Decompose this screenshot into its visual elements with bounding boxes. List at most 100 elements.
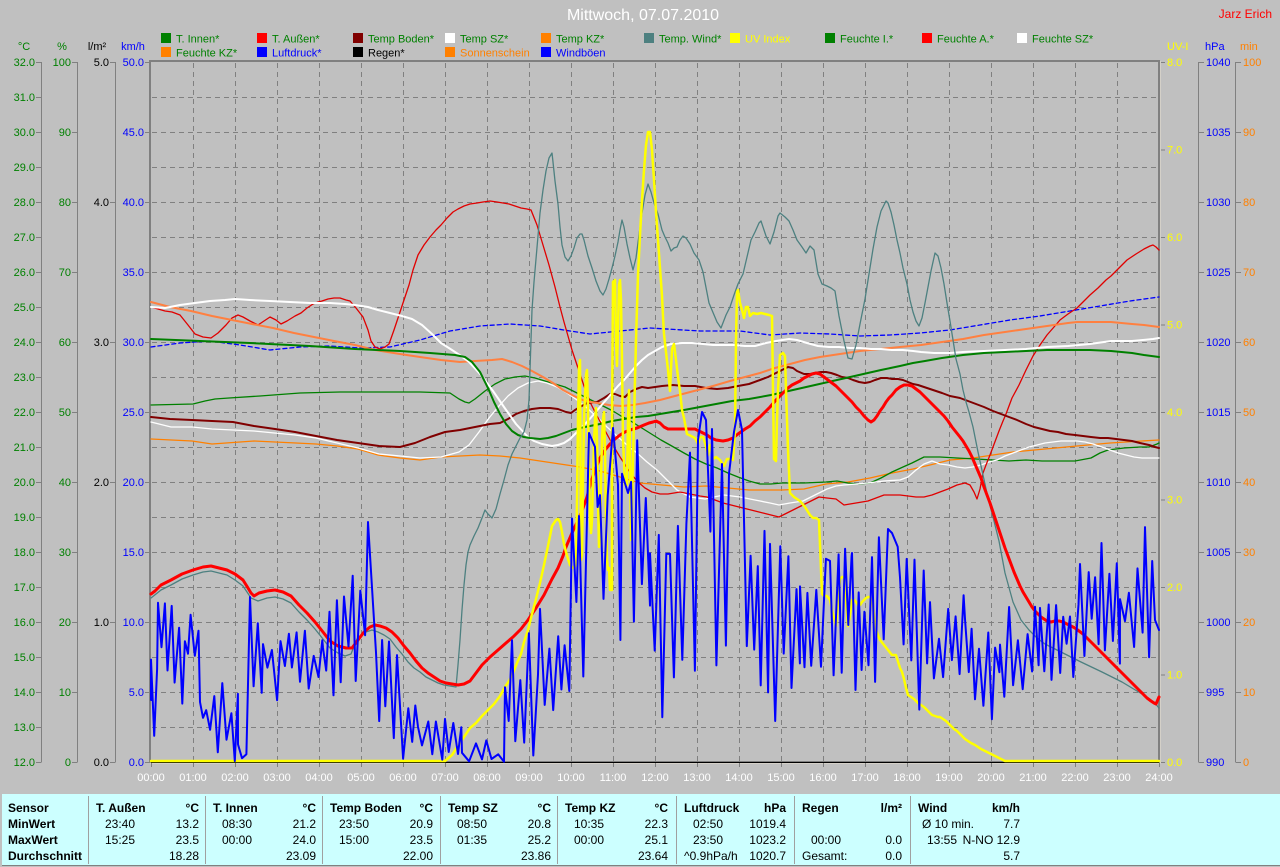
svg-text:1015: 1015 xyxy=(1206,407,1230,419)
svg-text:l/m²: l/m² xyxy=(88,41,107,53)
svg-text:Mittwoch, 07.07.2010: Mittwoch, 07.07.2010 xyxy=(567,7,719,24)
svg-text:1040: 1040 xyxy=(1206,57,1230,69)
svg-text:50: 50 xyxy=(59,407,71,419)
svg-text:Temp Boden: Temp Boden xyxy=(330,801,402,815)
svg-text:35.0: 35.0 xyxy=(123,267,144,279)
svg-text:Regen*: Regen* xyxy=(368,48,405,60)
svg-text:10:00: 10:00 xyxy=(557,772,585,784)
svg-text:Sonnenschein: Sonnenschein xyxy=(460,48,530,60)
svg-text:6.0: 6.0 xyxy=(1167,232,1182,244)
svg-text:09:00: 09:00 xyxy=(515,772,543,784)
svg-text:15:00: 15:00 xyxy=(339,833,369,847)
svg-text:0.0: 0.0 xyxy=(129,757,144,769)
svg-text:°C: °C xyxy=(186,801,200,815)
svg-text:1000: 1000 xyxy=(1206,617,1230,629)
svg-text:21.2: 21.2 xyxy=(293,817,317,831)
svg-text:08:50: 08:50 xyxy=(457,817,487,831)
svg-text:3.0: 3.0 xyxy=(1167,495,1182,507)
svg-text:19:00: 19:00 xyxy=(935,772,963,784)
svg-text:40: 40 xyxy=(59,477,71,489)
svg-text:15.0: 15.0 xyxy=(123,547,144,559)
svg-text:UV-I: UV-I xyxy=(1167,41,1188,53)
svg-text:5.7: 5.7 xyxy=(1003,849,1020,863)
svg-text:10.0: 10.0 xyxy=(123,617,144,629)
svg-text:45.0: 45.0 xyxy=(123,127,144,139)
svg-text:23.86: 23.86 xyxy=(521,849,551,863)
svg-text:23.5: 23.5 xyxy=(176,833,200,847)
svg-text:22.3: 22.3 xyxy=(645,817,669,831)
svg-text:23.0: 23.0 xyxy=(14,372,35,384)
svg-text:°C: °C xyxy=(303,801,317,815)
svg-text:21:00: 21:00 xyxy=(1019,772,1047,784)
svg-text:80: 80 xyxy=(59,197,71,209)
svg-text:90: 90 xyxy=(1243,127,1255,139)
svg-text:24.0: 24.0 xyxy=(14,337,35,349)
svg-text:14.0: 14.0 xyxy=(14,687,35,699)
svg-text:15:25: 15:25 xyxy=(105,833,135,847)
svg-text:°C: °C xyxy=(538,801,552,815)
svg-text:hPa: hPa xyxy=(1205,41,1225,53)
svg-text:23.64: 23.64 xyxy=(638,849,668,863)
svg-text:02:00: 02:00 xyxy=(221,772,249,784)
svg-text:Feuchte SZ*: Feuchte SZ* xyxy=(1032,34,1094,46)
svg-text:23:00: 23:00 xyxy=(1103,772,1131,784)
svg-text:2.0: 2.0 xyxy=(94,477,109,489)
svg-text:Gesamt:: Gesamt: xyxy=(802,849,847,863)
svg-text:Temp. Wind*: Temp. Wind* xyxy=(659,34,722,46)
svg-text:km/h: km/h xyxy=(992,801,1020,815)
svg-text:60: 60 xyxy=(1243,337,1255,349)
svg-text:°C: °C xyxy=(655,801,669,815)
svg-text:1025: 1025 xyxy=(1206,267,1230,279)
svg-text:16.0: 16.0 xyxy=(14,617,35,629)
svg-text:08:30: 08:30 xyxy=(222,817,252,831)
svg-text:Temp Boden*: Temp Boden* xyxy=(368,34,435,46)
svg-text:12.0: 12.0 xyxy=(14,757,35,769)
svg-text:30.0: 30.0 xyxy=(123,337,144,349)
svg-text:23.09: 23.09 xyxy=(286,849,316,863)
svg-text:13.2: 13.2 xyxy=(176,817,200,831)
svg-text:Luftdruck: Luftdruck xyxy=(684,801,740,815)
svg-text:0.0: 0.0 xyxy=(885,833,902,847)
svg-text:18.0: 18.0 xyxy=(14,547,35,559)
svg-text:Temp SZ: Temp SZ xyxy=(448,801,498,815)
svg-text:07:00: 07:00 xyxy=(431,772,459,784)
svg-text:11:00: 11:00 xyxy=(600,772,627,784)
svg-text:20.9: 20.9 xyxy=(410,817,434,831)
svg-text:00:00: 00:00 xyxy=(222,833,252,847)
svg-text:30: 30 xyxy=(59,547,71,559)
svg-text:17:00: 17:00 xyxy=(851,772,879,784)
svg-text:hPa: hPa xyxy=(764,801,786,815)
svg-text:21.0: 21.0 xyxy=(14,442,35,454)
svg-text:01:00: 01:00 xyxy=(179,772,207,784)
svg-text:20:00: 20:00 xyxy=(977,772,1005,784)
svg-text:Temp KZ: Temp KZ xyxy=(565,801,615,815)
svg-text:995: 995 xyxy=(1206,687,1224,699)
svg-text:Feuchte A.*: Feuchte A.* xyxy=(937,34,995,46)
svg-text:1020.7: 1020.7 xyxy=(749,849,786,863)
svg-text:°C: °C xyxy=(420,801,434,815)
svg-text:05:00: 05:00 xyxy=(347,772,375,784)
svg-text:Luftdruck*: Luftdruck* xyxy=(272,48,322,60)
svg-text:32.0: 32.0 xyxy=(14,57,35,69)
svg-text:1030: 1030 xyxy=(1206,197,1230,209)
svg-text:20: 20 xyxy=(1243,617,1255,629)
svg-text:15:00: 15:00 xyxy=(767,772,795,784)
svg-text:25.0: 25.0 xyxy=(123,407,144,419)
svg-text:1023.2: 1023.2 xyxy=(749,833,786,847)
svg-text:00:00: 00:00 xyxy=(574,833,604,847)
svg-text:min: min xyxy=(1240,41,1258,53)
svg-text:T. Außen*: T. Außen* xyxy=(272,34,320,46)
svg-text:14:00: 14:00 xyxy=(725,772,753,784)
svg-text:50.0: 50.0 xyxy=(123,57,144,69)
svg-text:00:00: 00:00 xyxy=(811,833,841,847)
svg-text:5.0: 5.0 xyxy=(129,687,144,699)
svg-text:70: 70 xyxy=(59,267,71,279)
svg-text:23:50: 23:50 xyxy=(339,817,369,831)
svg-text:Sensor: Sensor xyxy=(8,801,49,815)
svg-text:T. Innen*: T. Innen* xyxy=(176,34,220,46)
svg-text:80: 80 xyxy=(1243,197,1255,209)
svg-text:Windböen: Windböen xyxy=(556,48,606,60)
svg-text:23:50: 23:50 xyxy=(693,833,723,847)
svg-text:25.2: 25.2 xyxy=(528,833,552,847)
svg-text:1005: 1005 xyxy=(1206,547,1230,559)
